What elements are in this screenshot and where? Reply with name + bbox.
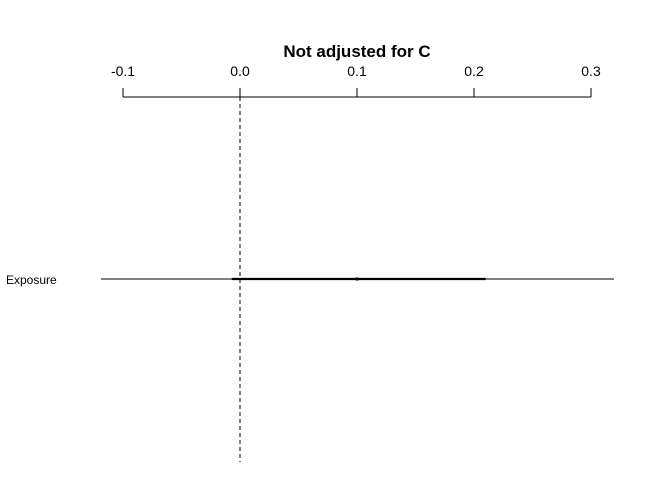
x-axis: -0.1 0.0 0.1 0.2 0.3 (111, 63, 601, 462)
point-estimate (355, 277, 359, 281)
tick-label: 0.3 (581, 63, 601, 79)
tick-label: -0.1 (111, 63, 135, 79)
row-label: Exposure (6, 273, 57, 287)
rows: Exposure (6, 273, 614, 287)
tick-label: 0.2 (464, 63, 484, 79)
tick-label: 0.1 (347, 63, 367, 79)
chart-title: Not adjusted for C (283, 42, 430, 61)
tick-label: 0.0 (230, 63, 250, 79)
